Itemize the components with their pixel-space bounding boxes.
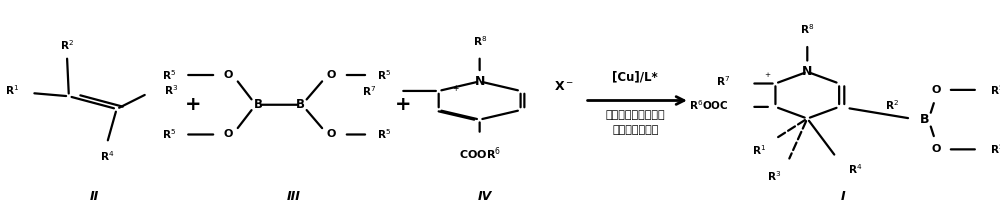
Text: O: O xyxy=(224,129,233,140)
Text: $^+$: $^+$ xyxy=(763,72,772,82)
Text: $\mathbf{R}^{1}$: $\mathbf{R}^{1}$ xyxy=(752,143,767,157)
Text: $\mathbf{R}^{2}$: $\mathbf{R}^{2}$ xyxy=(60,38,74,52)
Text: I: I xyxy=(840,190,845,203)
Text: $\mathbf{R}^{4}$: $\mathbf{R}^{4}$ xyxy=(100,149,114,163)
Text: $\mathbf{R}^{8}$: $\mathbf{R}^{8}$ xyxy=(800,22,814,36)
Text: +: + xyxy=(185,95,201,114)
Text: $\mathbf{R}^{8}$: $\mathbf{R}^{8}$ xyxy=(473,34,487,48)
Text: $\mathbf{R}^{5}$: $\mathbf{R}^{5}$ xyxy=(162,68,176,82)
Text: $\mathbf{R}^{3}$: $\mathbf{R}^{3}$ xyxy=(767,169,781,183)
Text: N: N xyxy=(802,65,812,78)
Text: $\mathbf{R}^{7}$: $\mathbf{R}^{7}$ xyxy=(362,84,377,98)
Text: $\mathbf{R}^{5}$: $\mathbf{R}^{5}$ xyxy=(990,143,1000,156)
Text: $\mathbf{R}^{2}$: $\mathbf{R}^{2}$ xyxy=(885,98,899,112)
Text: N: N xyxy=(474,75,485,88)
Text: B: B xyxy=(254,98,263,111)
Text: O: O xyxy=(932,144,941,154)
Text: +: + xyxy=(395,95,411,114)
Text: O: O xyxy=(932,85,941,95)
Text: IV: IV xyxy=(477,190,492,203)
Text: $\mathbf{R}^6\mathbf{OOC}$: $\mathbf{R}^6\mathbf{OOC}$ xyxy=(689,98,728,112)
Text: [Cu]/L*: [Cu]/L* xyxy=(612,71,658,84)
Text: $\mathbf{R}^{5}$: $\mathbf{R}^{5}$ xyxy=(377,128,391,141)
Text: $\mathbf{R}^{7}$: $\mathbf{R}^{7}$ xyxy=(716,75,730,88)
Text: $\mathbf{R}^{5}$: $\mathbf{R}^{5}$ xyxy=(377,68,391,82)
Text: O: O xyxy=(327,70,336,80)
Text: II: II xyxy=(90,190,99,203)
Text: $\mathbf{R}^{1}$: $\mathbf{R}^{1}$ xyxy=(5,83,19,97)
Text: O: O xyxy=(224,70,233,80)
Text: $\mathbf{X}^-$: $\mathbf{X}^-$ xyxy=(554,80,573,93)
Text: 应温度，添加剂: 应温度，添加剂 xyxy=(612,125,659,135)
Text: $\mathbf{R}^{3}$: $\mathbf{R}^{3}$ xyxy=(164,83,179,97)
Text: B: B xyxy=(920,113,930,126)
Text: $\mathbf{R}^{5}$: $\mathbf{R}^{5}$ xyxy=(990,83,1000,97)
Text: $\mathbf{R}^{5}$: $\mathbf{R}^{5}$ xyxy=(162,128,176,141)
Text: 溢剂，反应时间，反: 溢剂，反应时间，反 xyxy=(606,110,665,120)
Text: $^+$: $^+$ xyxy=(451,84,460,94)
Text: B: B xyxy=(296,98,305,111)
Text: III: III xyxy=(286,190,300,203)
Text: $\mathbf{R}^{4}$: $\mathbf{R}^{4}$ xyxy=(848,163,862,176)
Text: $\mathbf{COOR}^6$: $\mathbf{COOR}^6$ xyxy=(459,145,501,162)
Text: O: O xyxy=(327,129,336,140)
